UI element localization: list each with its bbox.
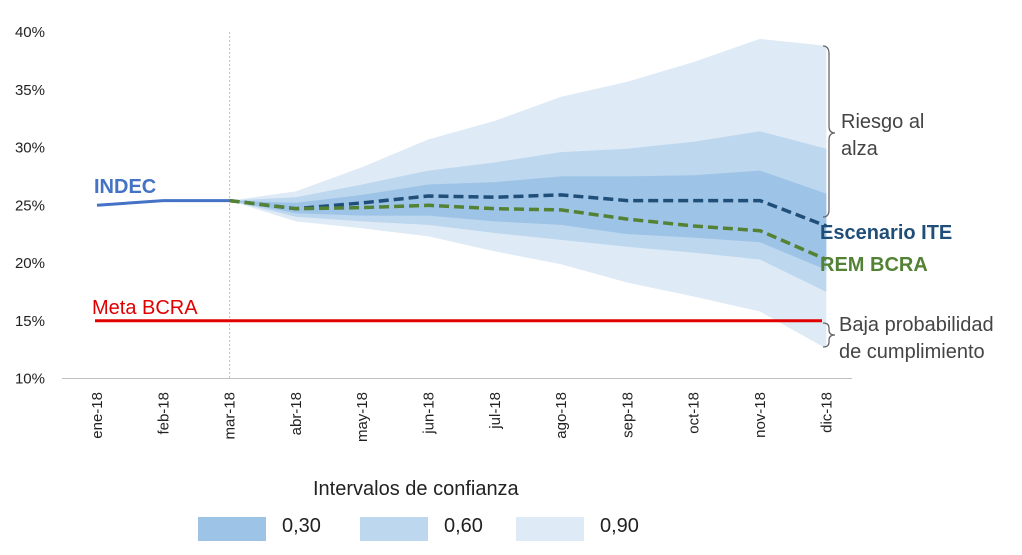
legend-swatch-030 <box>198 517 266 541</box>
baja-probabilidad-label-1: Baja probabilidad <box>839 314 994 336</box>
x-tick-label: mar-18 <box>222 392 239 440</box>
series-lines <box>95 193 827 323</box>
x-tick-label: ene-18 <box>89 392 106 439</box>
y-tick-label: 15% <box>15 313 45 330</box>
rem-bcra-line <box>229 198 827 262</box>
legend-swatch-060 <box>360 517 428 541</box>
x-tick-label: ago-18 <box>553 392 570 439</box>
riesgo-al-alza-label-2: alza <box>841 138 879 160</box>
indec-label: INDEC <box>94 176 156 198</box>
y-tick-label: 10% <box>15 371 45 388</box>
y-tick-label: 25% <box>15 197 45 214</box>
legend: Intervalos de confianza 0,30 0,60 0,90 <box>0 470 1022 555</box>
rem-bcra-label: REM BCRA <box>820 254 928 276</box>
tick-labels: 10% 15% 20% 25% 30% 35% 40% ene-18 feb-18 mar-18 a… <box>15 24 835 442</box>
confidence-bands <box>229 38 827 349</box>
baja-probabilidad-label-2: de cumplimiento <box>839 341 985 363</box>
escenario-ite-line <box>229 193 827 228</box>
x-tick-label: jul-18 <box>487 392 504 430</box>
y-tick-label: 35% <box>15 82 45 99</box>
x-tick-label: sep-18 <box>619 392 636 438</box>
legend-label-060: 0,60 <box>444 515 483 537</box>
riesgo-al-alza-label-1: Riesgo al <box>841 111 924 133</box>
band-030 <box>229 170 827 270</box>
confidence-fan-chart: 10% 15% 20% 25% 30% 35% 40% ene-18 feb-18 mar-18 a… <box>15 24 994 442</box>
x-tick-label: feb-18 <box>155 392 172 435</box>
y-tick-label: 40% <box>15 24 45 41</box>
indec-line <box>96 199 230 207</box>
y-tick-label: 30% <box>15 140 45 157</box>
legend-label-030: 0,30 <box>282 515 321 537</box>
x-tick-label: jun-18 <box>421 392 438 435</box>
baja-brace <box>822 322 836 348</box>
escenario-ite-label: Escenario ITE <box>820 222 952 244</box>
legend-title: Intervalos de confianza <box>313 478 519 500</box>
annotations: INDEC Meta BCRA Escenario ITE REM BCRA R… <box>92 45 994 363</box>
x-tick-label: may-18 <box>354 392 371 442</box>
x-tick-label: nov-18 <box>752 392 769 438</box>
legend-label-090: 0,90 <box>600 515 639 537</box>
riesgo-brace <box>822 45 836 218</box>
x-tick-label: dic-18 <box>818 392 835 433</box>
x-tick-label: oct-18 <box>686 392 703 434</box>
y-tick-label: 20% <box>15 255 45 272</box>
x-tick-label: abr-18 <box>288 392 305 435</box>
legend-swatch-090 <box>516 517 584 541</box>
meta-bcra-label: Meta BCRA <box>92 297 198 319</box>
